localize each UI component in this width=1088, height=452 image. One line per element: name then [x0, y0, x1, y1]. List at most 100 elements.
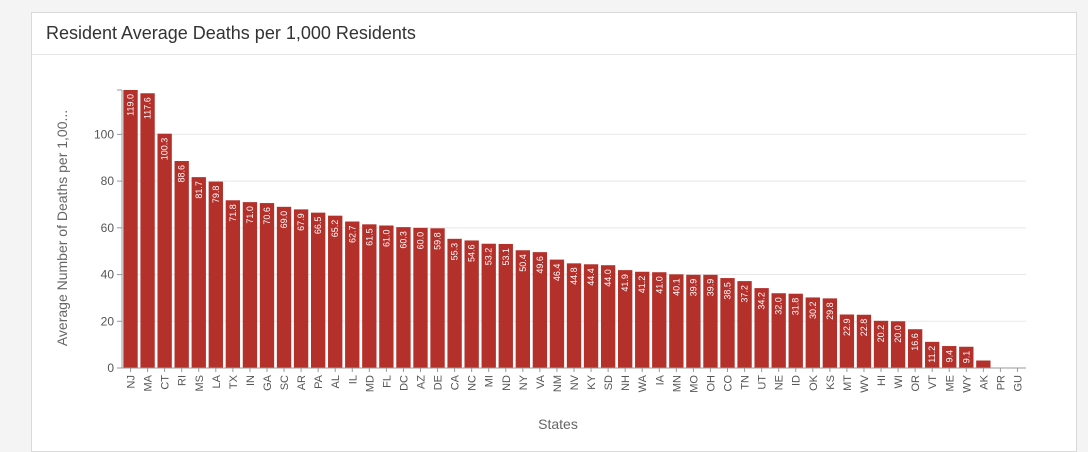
x-tick-label: NE [774, 375, 786, 390]
bar-nc[interactable] [464, 240, 479, 368]
bar-nd[interactable] [498, 243, 513, 368]
data-label: 30.2 [808, 301, 818, 319]
x-tick-label: LA [211, 374, 223, 388]
bar-or[interactable] [907, 329, 923, 368]
x-tick-label: MS [194, 375, 206, 392]
bar-me[interactable] [942, 346, 957, 368]
x-tick-label: ND [501, 375, 513, 391]
bar-hi[interactable] [873, 320, 889, 368]
bar-vt[interactable] [925, 341, 940, 368]
data-label: 62.7 [347, 226, 357, 244]
x-tick-label: AZ [415, 375, 427, 389]
bar-ms[interactable] [191, 177, 206, 368]
bar-nj[interactable] [123, 90, 138, 368]
data-label: 117.6 [143, 97, 153, 119]
bar-nm[interactable] [549, 259, 565, 368]
bar-ky[interactable] [583, 264, 599, 368]
x-tick-label: PR [995, 375, 1007, 390]
x-tick-label: ME [944, 375, 956, 392]
x-tick-label: GA [262, 374, 274, 391]
bar-ia[interactable] [652, 272, 667, 368]
x-tick-label: AR [296, 375, 308, 390]
bar-mn[interactable] [669, 274, 684, 368]
y-tick-label: 60 [101, 221, 115, 235]
bar-mi[interactable] [481, 243, 496, 368]
data-label: 65.2 [330, 220, 340, 238]
data-label: 46.4 [552, 264, 562, 282]
bar-wa[interactable] [635, 271, 650, 368]
bar-ct[interactable] [157, 133, 172, 368]
x-tick-label: IA [654, 374, 666, 385]
data-label: 11.2 [927, 346, 937, 363]
bar-ma[interactable] [140, 93, 155, 369]
x-tick-label: IL [347, 375, 359, 384]
bar-mt[interactable] [839, 314, 855, 369]
bar-wy[interactable] [959, 346, 974, 368]
data-label: 39.9 [688, 279, 698, 297]
bar-ca[interactable] [447, 238, 462, 368]
data-label: 50.4 [518, 254, 528, 272]
x-tick-label: WA [637, 374, 649, 392]
bar-fl[interactable] [379, 225, 394, 369]
bar-pa[interactable] [310, 212, 326, 368]
bar-ri[interactable] [174, 161, 189, 368]
data-label: 71.0 [245, 206, 255, 224]
data-label: 22.8 [859, 319, 869, 337]
y-tick-label: 20 [101, 314, 115, 328]
bar-wv[interactable] [856, 314, 872, 368]
bar-ga[interactable] [259, 203, 275, 368]
bar-co[interactable] [720, 278, 735, 368]
x-tick-label: MI [484, 375, 496, 387]
data-label: 29.8 [825, 302, 835, 320]
bar-al[interactable] [328, 215, 343, 368]
panel-header: Resident Average Deaths per 1,000 Reside… [32, 13, 1076, 55]
x-tick-label: DC [398, 375, 410, 391]
x-tick-label: TN [740, 375, 752, 390]
data-label: 44.8 [569, 267, 579, 285]
bar-sc[interactable] [276, 206, 292, 368]
x-tick-label: KY [586, 374, 598, 389]
data-label: 39.9 [705, 279, 715, 297]
bar-nh[interactable] [618, 270, 633, 368]
data-label: 34.2 [757, 292, 767, 310]
bar-ne[interactable] [771, 293, 786, 368]
x-tick-label: OK [808, 374, 820, 391]
bar-tx[interactable] [225, 200, 241, 368]
bar-sd[interactable] [600, 265, 616, 368]
data-label: 55.3 [450, 243, 460, 261]
bar-ks[interactable] [822, 298, 838, 368]
x-tick-label: MO [688, 375, 700, 393]
data-label: 88.6 [177, 165, 187, 183]
bar-ut[interactable] [754, 288, 769, 368]
data-label: 81.7 [194, 181, 204, 199]
data-label: 60.3 [398, 231, 408, 249]
bar-ok[interactable] [805, 297, 820, 368]
bar-de[interactable] [430, 228, 445, 368]
bar-va[interactable] [532, 252, 548, 368]
bar-wi[interactable] [890, 321, 906, 368]
data-label: 59.8 [433, 232, 443, 250]
bar-il[interactable] [345, 221, 360, 368]
bar-oh[interactable] [703, 274, 718, 368]
x-tick-label: NV [569, 374, 581, 390]
bar-id[interactable] [788, 293, 803, 368]
bar-dc[interactable] [396, 227, 411, 368]
data-label: 79.8 [211, 186, 221, 204]
bar-in[interactable] [242, 202, 258, 368]
y-tick-label: 100 [94, 127, 114, 141]
x-tick-label: PA [313, 374, 325, 389]
bar-ny[interactable] [515, 250, 530, 368]
bar-mo[interactable] [686, 274, 701, 368]
data-label: 40.1 [671, 278, 681, 296]
bar-az[interactable] [413, 227, 428, 368]
bar-nv[interactable] [566, 263, 582, 368]
bar-tn[interactable] [737, 281, 752, 368]
bar-md[interactable] [362, 224, 377, 368]
data-label: 41.9 [620, 274, 630, 292]
bar-ak[interactable] [976, 360, 991, 368]
chart-title: Resident Average Deaths per 1,000 Reside… [46, 23, 416, 43]
x-tick-label: UT [757, 375, 769, 390]
bar-la[interactable] [208, 181, 223, 368]
x-tick-label: NM [552, 375, 564, 392]
bar-ar[interactable] [293, 209, 309, 368]
